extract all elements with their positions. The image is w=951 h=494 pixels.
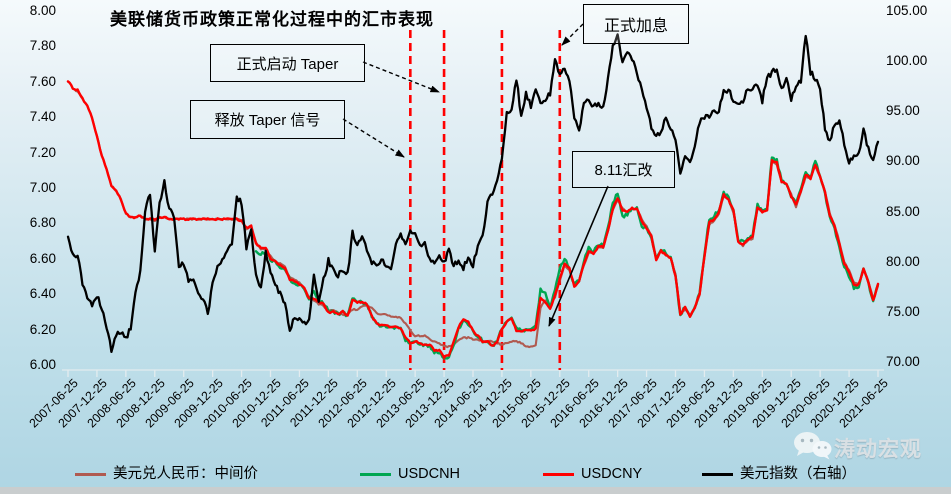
y-axis-left-label: 8.00 <box>29 3 56 18</box>
annotation-rate-hike: 正式加息 <box>583 4 689 44</box>
y-axis-right-label: 75.00 <box>886 303 920 319</box>
legend-swatch <box>360 472 391 476</box>
legend-label: 美元指数（右轴） <box>740 466 856 482</box>
watermark: 涛动宏观 <box>792 430 922 465</box>
wechat-icon <box>792 430 832 465</box>
series-layer <box>66 33 880 360</box>
annotation-taper-start: 正式启动 Taper <box>210 44 365 82</box>
legend-swatch <box>702 472 733 476</box>
annotation-arrow-rate-hike <box>561 23 584 46</box>
y-axis-left-label: 7.80 <box>29 38 56 54</box>
y-axis-right-label: 105.00 <box>886 3 928 18</box>
y-axis-left-label: 6.60 <box>29 250 56 266</box>
y-axis-right-label: 70.00 <box>886 354 920 369</box>
y-axis-left-label: 7.40 <box>29 109 56 125</box>
y-axis-left-label: 6.00 <box>29 357 56 372</box>
legend-label: USDCNY <box>581 466 643 482</box>
axis-layer <box>62 369 884 377</box>
event-lines-layer <box>409 30 562 370</box>
series-line-3 <box>66 80 880 359</box>
footer-bar <box>0 487 951 494</box>
y-axis-right-label: 100.00 <box>886 53 928 69</box>
legend-item-3: USDCNY <box>543 464 642 484</box>
legend-label: 美元兑人民币：中间价 <box>113 466 258 482</box>
annotation-taper-signal: 释放 Taper 信号 <box>190 100 345 139</box>
legend-swatch <box>75 472 106 476</box>
annotation-arrow-taper-start <box>362 61 440 93</box>
y-axis-left-label: 6.80 <box>29 215 56 231</box>
y-axis-left-label: 6.20 <box>29 321 56 337</box>
annotation-arrow-taper-signal <box>342 118 405 158</box>
series-line-4 <box>66 33 880 354</box>
y-axis-right-label: 95.00 <box>886 103 920 119</box>
annotation-arrow-reform-811 <box>548 185 609 327</box>
watermark-text: 涛动宏观 <box>834 437 922 461</box>
legend-item-2: USDCNH <box>360 464 460 484</box>
y-axis-left-label: 6.40 <box>29 286 56 302</box>
legend-swatch <box>543 472 574 476</box>
chart-title: 美联储货币政策正常化过程中的汇市表现 <box>110 10 434 29</box>
legend-item-4: 美元指数（右轴） <box>702 464 856 484</box>
annotation-arrows-layer <box>342 23 609 327</box>
y-axis-left-label: 7.60 <box>29 73 56 89</box>
legend-label: USDCNH <box>398 466 461 482</box>
y-axis-right-label: 90.00 <box>886 153 920 169</box>
legend: 美元兑人民币：中间价 USDCNH USDCNY 美元指数（右轴） <box>0 464 951 486</box>
legend-item-1: 美元兑人民币：中间价 <box>75 464 258 484</box>
y-axis-right-label: 85.00 <box>886 203 920 219</box>
y-axis-right-label: 80.00 <box>886 253 920 269</box>
annotation-811-reform: 8.11汇改 <box>572 151 675 188</box>
y-axis-left-label: 7.00 <box>29 180 56 195</box>
y-axis-left-label: 7.20 <box>29 144 56 160</box>
